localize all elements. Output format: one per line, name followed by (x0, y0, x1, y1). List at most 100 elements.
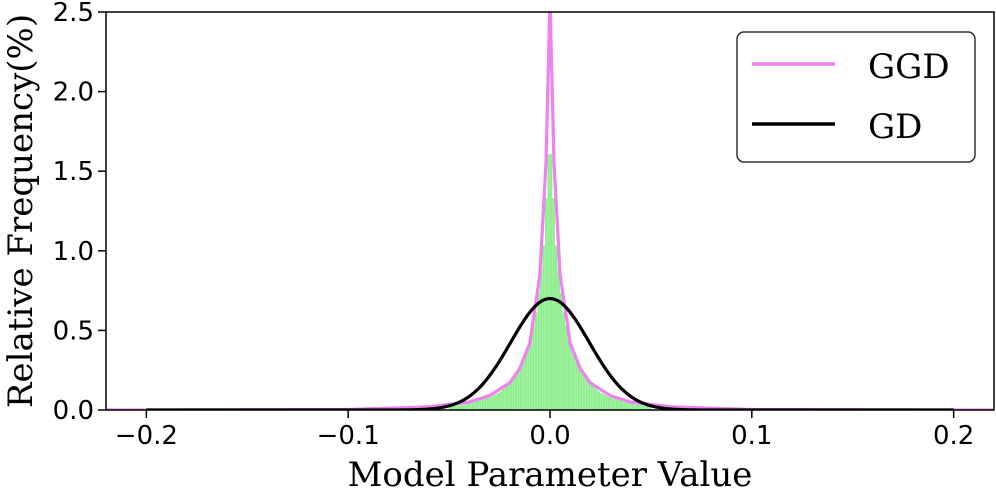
histogram-bar (484, 398, 487, 410)
histogram-bar (620, 400, 624, 410)
histogram-bar (557, 270, 560, 410)
y-tick-label: 0.5 (53, 316, 94, 346)
histogram-bar (567, 337, 571, 410)
histogram-bar (623, 401, 626, 410)
histogram-bar (509, 381, 513, 410)
histogram-layer (449, 154, 651, 410)
histogram-bar (517, 370, 520, 410)
histogram-bar (454, 405, 457, 410)
histogram-bar (499, 391, 502, 410)
y-axis-label: Relative Frequency(%) (1, 14, 41, 408)
y-axis-ticks: 0.0 0.5 1.0 1.5 2.0 2.5 (53, 0, 106, 426)
histogram-bar (630, 403, 634, 410)
histogram-bar (562, 312, 565, 410)
histogram-bar (585, 377, 588, 410)
histogram-bar (476, 400, 480, 410)
x-tick-label: 0.2 (933, 421, 974, 451)
histogram-bar (565, 325, 568, 410)
histogram-bar (580, 370, 583, 410)
histogram-bar (572, 352, 576, 410)
histogram-bar (640, 405, 644, 410)
histogram-bar (610, 397, 613, 410)
gd-line (146, 296, 954, 410)
histogram-bar (552, 198, 555, 410)
histogram-bar (507, 384, 510, 410)
histogram-bar (625, 402, 629, 410)
histogram-bar (474, 401, 477, 410)
histogram-bar (502, 388, 505, 410)
histogram-bar (542, 245, 545, 410)
histogram-bar (618, 400, 621, 410)
histogram-bar (577, 365, 581, 410)
histogram-bar (514, 373, 518, 410)
y-tick-label: 1.5 (53, 157, 94, 187)
histogram-bar (449, 406, 452, 410)
x-tick-label: −0.1 (317, 421, 380, 451)
legend-ggd-label: GGD (868, 47, 950, 87)
histogram-bar (524, 352, 528, 410)
histogram-bar (489, 396, 492, 410)
histogram-bar (519, 365, 523, 410)
histogram-bar (497, 393, 500, 410)
x-axis-label: Model Parameter Value (348, 455, 753, 495)
histogram-bar (602, 394, 606, 410)
histogram-bar (532, 325, 535, 410)
histogram-bar (471, 402, 475, 410)
histogram-bar (605, 395, 608, 410)
legend: GGD GD (736, 31, 976, 163)
histogram-bar (494, 394, 497, 410)
histogram-bar (615, 399, 618, 410)
histogram-bar (504, 386, 507, 410)
histogram-bar (534, 312, 538, 410)
histogram-bar (456, 405, 460, 410)
histogram-bar (560, 292, 563, 410)
histogram-bar (633, 404, 636, 410)
histogram-bar (608, 396, 611, 410)
histogram-bar (592, 386, 596, 410)
legend-gd-label: GD (868, 107, 922, 147)
histogram-bar (491, 395, 495, 410)
histogram-bar (590, 384, 593, 410)
histogram-bar (628, 403, 631, 410)
histogram-bar (550, 154, 553, 410)
histogram-bar (522, 359, 525, 410)
histogram-bar (464, 404, 467, 410)
histogram-bar (466, 403, 470, 410)
histogram-bar (648, 406, 651, 410)
histogram-bar (461, 404, 465, 410)
histogram-bar (539, 270, 543, 410)
histogram-bar (529, 337, 533, 410)
y-tick-label: 2.5 (53, 0, 94, 28)
histogram-bar (451, 406, 454, 410)
x-axis-ticks: −0.2 −0.1 0.0 0.1 0.2 (115, 410, 974, 451)
histogram-bar (613, 398, 616, 410)
histogram-bar (582, 373, 586, 410)
histogram-bar (537, 292, 540, 410)
y-tick-label: 2.0 (53, 78, 94, 108)
histogram-bar (643, 405, 646, 410)
y-tick-label: 1.0 (53, 237, 94, 267)
histogram-bar (469, 403, 472, 410)
histogram-bar (459, 405, 462, 410)
histogram-bar (486, 397, 490, 410)
x-tick-label: 0.0 (529, 421, 570, 451)
x-tick-label: −0.2 (115, 421, 178, 451)
histogram-bar (645, 406, 649, 410)
y-tick-label: 0.0 (53, 396, 94, 426)
histogram-bar (547, 154, 550, 410)
histogram-bar (575, 359, 578, 410)
histogram-bar (512, 377, 515, 410)
histogram-bar (544, 198, 548, 410)
histogram-bar (638, 405, 641, 410)
histogram-bar (570, 346, 573, 410)
x-tick-label: 0.1 (731, 421, 772, 451)
histogram-bar (587, 381, 591, 410)
histogram-bar (600, 393, 603, 410)
histogram-bar (527, 346, 530, 410)
histogram-bar (481, 399, 485, 410)
histogram-bar (635, 404, 639, 410)
histogram-bar (595, 388, 598, 410)
histogram-bar (555, 245, 558, 410)
